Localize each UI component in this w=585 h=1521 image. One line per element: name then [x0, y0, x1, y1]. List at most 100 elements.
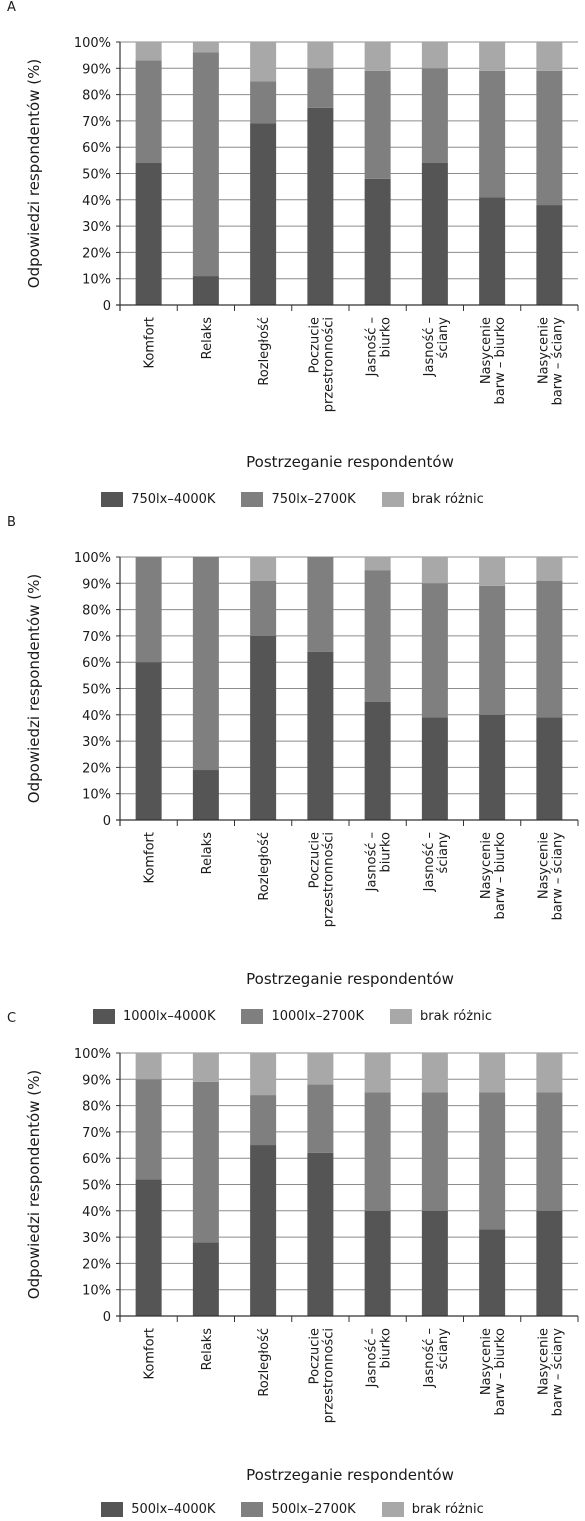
- legend-label: brak różnic: [411, 1502, 484, 1517]
- x-tick-label: Rozległość: [257, 832, 272, 901]
- y-tick-label: 100%: [74, 36, 111, 51]
- bar-segment: [421, 1053, 448, 1093]
- bar-segment: [192, 1242, 219, 1316]
- bar-segment: [250, 580, 277, 636]
- x-tick-label: Relaks: [200, 832, 215, 875]
- bar-segment: [421, 1092, 448, 1211]
- legend-label: brak różnic: [411, 492, 484, 507]
- y-tick-label: 80%: [82, 89, 111, 104]
- bar-segment: [135, 1179, 162, 1316]
- y-tick-label: 50%: [82, 683, 111, 698]
- x-tick-label: Nasyceniebarw – ściany: [536, 317, 565, 406]
- y-tick-label: 90%: [82, 62, 111, 77]
- bar-segment: [364, 1210, 391, 1316]
- bar-segment: [479, 1229, 506, 1316]
- bar-segment: [479, 70, 506, 198]
- bar-segment: [536, 205, 563, 305]
- bar-segment: [192, 1053, 219, 1082]
- legend: 1000lx–4000K 1000lx–2700K brak różnic: [0, 1009, 585, 1024]
- bar-segment: [364, 178, 391, 305]
- x-tick-label: Komfort: [143, 317, 158, 368]
- bar-segment: [536, 70, 563, 206]
- bar-segment: [250, 1095, 277, 1146]
- y-tick-label: 80%: [82, 604, 111, 619]
- y-tick-label: 60%: [82, 656, 111, 671]
- legend-label: brak różnic: [419, 1009, 493, 1024]
- x-tick-label: Jasność –ściany: [422, 317, 451, 378]
- y-tick-label: 70%: [82, 115, 111, 130]
- y-tick-label: 20%: [82, 761, 111, 776]
- x-axis-title: Postrzeganie respondentów: [246, 970, 454, 988]
- x-tick-label: Poczucieprzestronności: [307, 317, 336, 412]
- bar-segment: [307, 651, 334, 820]
- bar-segment: [536, 42, 563, 71]
- stacked-bar-chart: 0 10% 20% 30% 40% 50% 60% 70% 80% 90% 100% Komfort R…: [25, 1047, 579, 1423]
- legend-item: 500lx–2700K: [241, 1502, 356, 1517]
- y-tick-label: 40%: [82, 194, 111, 209]
- legend-item: 750lx–4000K: [101, 492, 215, 507]
- bar-segment: [135, 1053, 162, 1080]
- bar-segment: [421, 42, 448, 69]
- bar-segment: [192, 557, 219, 771]
- x-tick-label: Jasność –ściany: [422, 1328, 451, 1389]
- bar-segment: [250, 635, 277, 820]
- panel-label: B: [7, 515, 16, 530]
- bar-segment: [421, 557, 448, 584]
- bar-segment: [250, 1145, 277, 1316]
- x-tick-label: Jasność –biurko: [365, 832, 394, 892]
- x-tick-label: Nasyceniebarw – ściany: [536, 832, 565, 921]
- bar-segment: [192, 770, 219, 820]
- legend-swatch: [241, 492, 264, 507]
- legend-swatch: [241, 1009, 264, 1024]
- y-axis-title: Odpowiedzi respondentów (%): [25, 59, 43, 288]
- bar-segment: [307, 557, 334, 652]
- legend-label: 1000lx–4000K: [122, 1009, 216, 1024]
- x-tick-label: Nasyceniebarw – biurko: [479, 832, 508, 919]
- chart-panel-b: B 0 10% 20% 30% 40% 50% 60% 70% 80% 90% 100% Komfor…: [0, 515, 585, 1025]
- y-tick-label: 70%: [82, 1126, 111, 1141]
- bar-segment: [536, 1053, 563, 1093]
- bar-segment: [421, 583, 448, 718]
- bar-segment: [192, 276, 219, 305]
- bar-segment: [250, 42, 277, 82]
- y-tick-label: 30%: [82, 220, 111, 235]
- bar-segment: [135, 60, 162, 163]
- x-tick-label: Nasyceniebarw – biurko: [479, 1328, 508, 1415]
- bar-segment: [364, 557, 391, 571]
- x-tick-label: Jasność –ściany: [422, 832, 451, 893]
- x-axis-title: Postrzeganie respondentów: [246, 453, 454, 471]
- chart-panel-c: C 0 10% 20% 30% 40% 50% 60% 70% 80% 90% 100% Komfor…: [0, 1011, 585, 1521]
- legend: 500lx–4000K 500lx–2700K brak różnic: [0, 1502, 585, 1517]
- y-tick-label: 20%: [82, 246, 111, 261]
- bar-segment: [479, 714, 506, 820]
- y-tick-label: 50%: [82, 168, 111, 183]
- bar-segment: [479, 585, 506, 715]
- bar-segment: [135, 1079, 162, 1180]
- x-tick-label: Rozległość: [257, 1328, 272, 1397]
- y-tick-label: 70%: [82, 630, 111, 645]
- y-axis-title: Odpowiedzi respondentów (%): [25, 1070, 43, 1299]
- x-tick-label: Nasyceniebarw – biurko: [479, 317, 508, 404]
- legend-swatch: [381, 1502, 404, 1517]
- y-tick-label: 20%: [82, 1257, 111, 1272]
- bar-segment: [250, 81, 277, 124]
- x-axis-title: Postrzeganie respondentów: [246, 1466, 454, 1484]
- y-tick-label: 60%: [82, 141, 111, 156]
- panel-label: C: [7, 1011, 17, 1026]
- bar-segment: [364, 70, 391, 179]
- legend-label: 1000lx–2700K: [271, 1009, 364, 1024]
- y-tick-label: 100%: [74, 551, 111, 566]
- bar-segment: [536, 580, 563, 718]
- bar-segment: [307, 1053, 334, 1085]
- legend-label: 500lx–2700K: [271, 1502, 356, 1517]
- y-tick-label: 100%: [74, 1047, 111, 1062]
- bar-segment: [479, 557, 506, 586]
- bar-segment: [479, 42, 506, 71]
- bar-segment: [307, 1152, 334, 1316]
- y-tick-label: 0: [103, 299, 111, 314]
- y-tick-label: 90%: [82, 577, 111, 592]
- bar-segment: [135, 662, 162, 820]
- y-tick-label: 0: [103, 814, 111, 829]
- legend-item: brak różnic: [389, 1009, 493, 1024]
- bar-segment: [364, 1092, 391, 1211]
